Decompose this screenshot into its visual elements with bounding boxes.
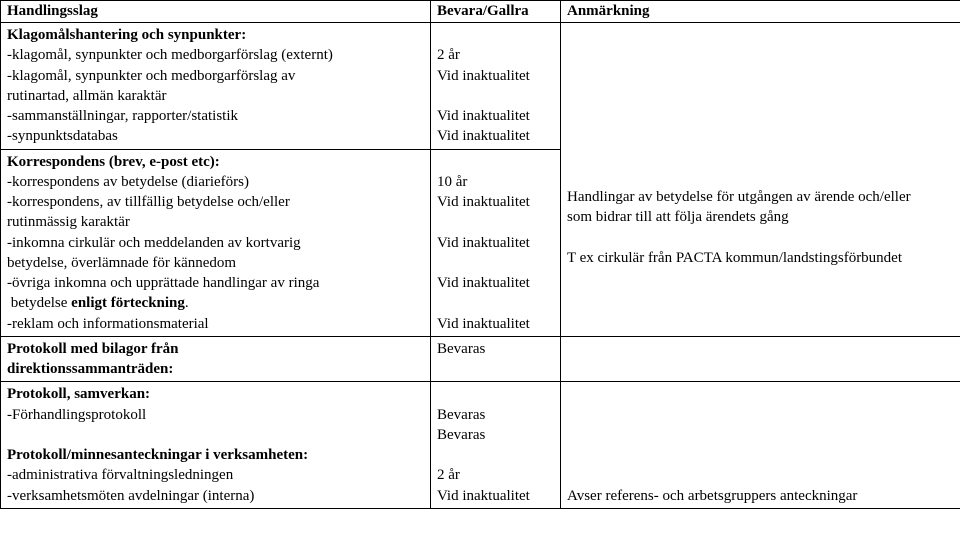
block1-2-col3: Handlingar av betydelse för utgången av … [561, 23, 960, 337]
block2-line: -övriga inkomna och upprättade handlinga… [7, 273, 424, 293]
document-table: Handlingsslag Bevara/Gallra Anmärkning K… [0, 0, 960, 509]
block1-line-cont: rutinartad, allmän karaktär [7, 86, 424, 106]
block1-line: -klagomål, synpunkter och medborgarförsl… [7, 66, 424, 86]
block2-val: Vid inaktualitet [437, 233, 554, 253]
block3-title-l2: direktionssammanträden: [7, 359, 424, 379]
block1-col1: Klagomålshantering och synpunkter: -klag… [1, 23, 431, 150]
block3-val: Bevaras [437, 339, 554, 359]
header-row: Handlingsslag Bevara/Gallra Anmärkning [1, 1, 960, 23]
block4-title: Protokoll, samverkan: [7, 384, 424, 404]
block2-line-cont: betydelse, överlämnade för kännedom [7, 253, 424, 273]
block4-line: -verksamhetsmöten avdelningar (interna) [7, 486, 424, 506]
block2-val: Vid inaktualitet [437, 273, 554, 293]
block4-val: Bevaras [437, 425, 554, 445]
block4-line: -Förhandlingsprotokoll [7, 405, 424, 425]
header-col3: Anmärkning [561, 1, 960, 23]
block4-note: Avser referens- och arbetsgruppers antec… [567, 486, 954, 506]
block3-title-l1: Protokoll med bilagor från [7, 339, 424, 359]
block1-val: Vid inaktualitet [437, 66, 554, 86]
block1-line: -klagomål, synpunkter och medborgarförsl… [7, 45, 424, 65]
block4-val: 2 år [437, 465, 554, 485]
block2-note: som bidrar till att följa ärendets gång [567, 207, 954, 227]
block4-line: -administrativa förvaltningsledningen [7, 465, 424, 485]
block1-val: 2 år [437, 45, 554, 65]
block4-row: Protokoll, samverkan: -Förhandlingsproto… [1, 382, 960, 509]
block1-col2: 2 år Vid inaktualitet Vid inaktualitet V… [431, 23, 561, 150]
block3-row: Protokoll med bilagor från direktionssam… [1, 336, 960, 382]
block1-title: Klagomålshantering och synpunkter: [7, 25, 424, 45]
block2-line-cont: rutinmässig karaktär [7, 212, 424, 232]
block4-col3: Avser referens- och arbetsgruppers antec… [561, 382, 960, 509]
block1-line: -sammanställningar, rapporter/statistik [7, 106, 424, 126]
block1-line: -synpunktsdatabas [7, 126, 424, 146]
block2-val: Vid inaktualitet [437, 192, 554, 212]
block2-note: T ex cirkulär från PACTA kommun/landstin… [567, 248, 954, 268]
block2-line: -korrespondens av betydelse (diarieförs) [7, 172, 424, 192]
block2-title: Korrespondens (brev, e-post etc): [7, 152, 424, 172]
block4-title2: Protokoll/minnesanteckningar i verksamhe… [7, 445, 424, 465]
block3-col2: Bevaras [431, 336, 561, 382]
block2-note: Handlingar av betydelse för utgången av … [567, 187, 954, 207]
block2-val: 10 år [437, 172, 554, 192]
header-col2: Bevara/Gallra [431, 1, 561, 23]
block4-val: Bevaras [437, 405, 554, 425]
block2-col2: 10 år Vid inaktualitet Vid inaktualitet … [431, 149, 561, 336]
block1-val: Vid inaktualitet [437, 126, 554, 146]
block2-col1: Korrespondens (brev, e-post etc): -korre… [1, 149, 431, 336]
block2-val: Vid inaktualitet [437, 314, 554, 334]
block1-val: Vid inaktualitet [437, 106, 554, 126]
block2-line: -reklam och informationsmaterial [7, 314, 424, 334]
block1-row: Klagomålshantering och synpunkter: -klag… [1, 23, 960, 150]
block2-line-cont: betydelse enligt förteckning. [7, 293, 424, 313]
block2-line: -korrespondens, av tillfällig betydelse … [7, 192, 424, 212]
block4-col2: Bevaras Bevaras 2 år Vid inaktualitet [431, 382, 561, 509]
block3-col1: Protokoll med bilagor från direktionssam… [1, 336, 431, 382]
block2-line: -inkomna cirkulär och meddelanden av kor… [7, 233, 424, 253]
block4-val: Vid inaktualitet [437, 486, 554, 506]
block3-col3 [561, 336, 960, 382]
block4-col1: Protokoll, samverkan: -Förhandlingsproto… [1, 382, 431, 509]
header-col1: Handlingsslag [1, 1, 431, 23]
